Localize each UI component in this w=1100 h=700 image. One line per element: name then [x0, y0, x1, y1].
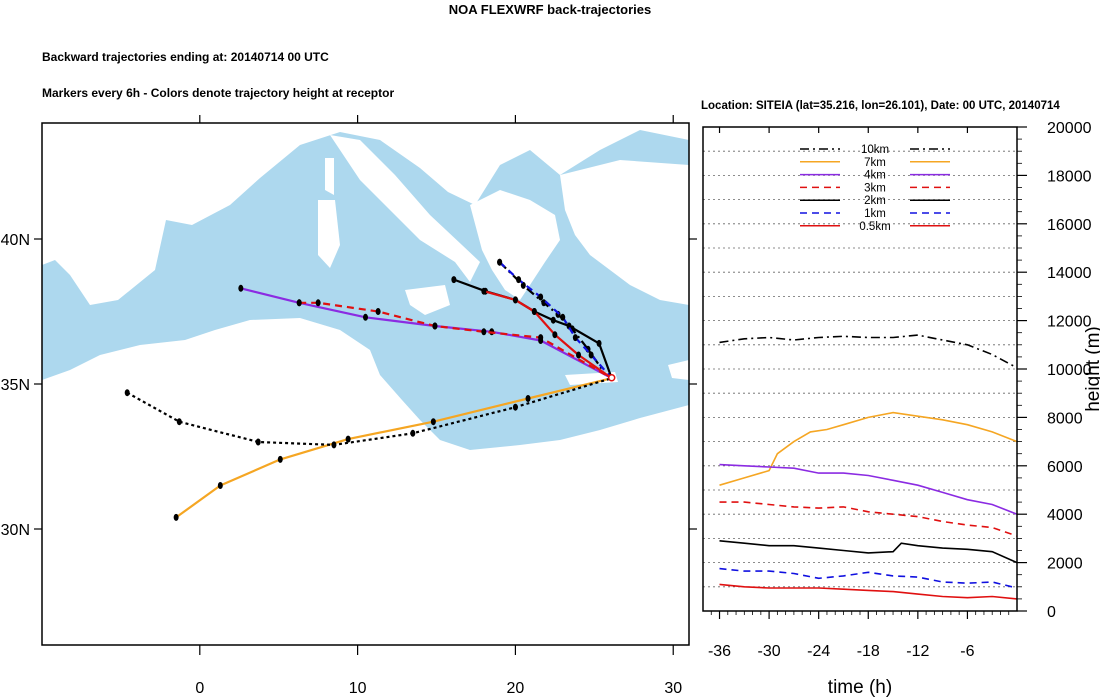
trajectory-marker: [238, 284, 244, 292]
marker-note-subtitle: Markers every 6h - Colors denote traject…: [42, 86, 395, 100]
trajectory-marker: [512, 296, 518, 304]
trajectory-0.5km: [483, 290, 613, 380]
sardinia-land: [318, 200, 340, 268]
y-tick-label: 20000: [1047, 120, 1092, 137]
corsica-land: [325, 158, 334, 195]
y-tick-label: 16000: [1047, 217, 1092, 234]
legend-label: 0.5km: [859, 221, 890, 233]
x-axis-label: time (h): [828, 677, 892, 698]
x-tick-label: -6: [960, 643, 974, 660]
trajectory-marker: [481, 287, 487, 295]
y-tick-label: 10000: [1047, 362, 1092, 379]
map-x-tick-label: 10: [349, 680, 367, 697]
balkans-land: [470, 190, 560, 300]
trajectory-marker: [217, 482, 223, 489]
trajectory-marker: [538, 334, 544, 342]
trajectory-end-subtitle: Backward trajectories ending at: 2014071…: [42, 50, 329, 64]
trajectory-marker: [560, 313, 566, 321]
trajectory-marker: [375, 308, 381, 315]
trajectory-marker: [588, 351, 594, 359]
trajectory-marker: [296, 299, 302, 307]
trajectory-marker: [176, 418, 182, 426]
legend-label: 4km: [864, 170, 886, 182]
x-tick-label: -24: [807, 643, 830, 660]
legend-label: 3km: [864, 182, 886, 194]
height-series-2km: [719, 540, 1018, 564]
trajectory-marker: [277, 455, 283, 463]
trajectory-marker: [525, 395, 531, 402]
trajectory-marker: [497, 258, 503, 266]
chart-title: NOA FLEXWRF back-trajectories: [448, 2, 652, 17]
map-x-tick-label: 20: [507, 680, 525, 697]
trajectory-marker: [255, 438, 261, 446]
location-label: Location: SITEIA (lat=35.216, lon=26.101…: [701, 100, 1060, 112]
trajectory-marker: [410, 429, 416, 437]
trajectory-marker: [481, 328, 487, 336]
trajectory-marker: [331, 441, 337, 449]
y-tick-label: 2000: [1047, 556, 1083, 573]
trajectory-marker: [363, 313, 368, 321]
turkey-land: [560, 160, 689, 305]
trajectory-marker: [541, 299, 547, 307]
trajectory-marker: [538, 293, 544, 301]
height-series-1km: [719, 567, 1018, 589]
x-tick-label: -30: [758, 643, 781, 660]
receptor-marker: [607, 373, 616, 382]
y-tick-label: 18000: [1047, 168, 1092, 185]
europe-land: [42, 123, 689, 305]
x-tick-label: -36: [708, 643, 731, 660]
trajectory-marker: [531, 308, 537, 315]
trajectory-marker: [451, 276, 457, 284]
x-tick-label: -18: [857, 643, 880, 660]
y-axis-label: height (m): [1083, 326, 1100, 412]
height-series-7km: [719, 411, 1018, 486]
cyprus-land: [668, 360, 689, 380]
land-group: [42, 123, 689, 645]
legend-label: 1km: [864, 208, 886, 220]
africa-land: [42, 318, 689, 645]
trajectory-marker: [550, 316, 556, 324]
map-x-tick-label: 0: [195, 680, 204, 697]
trajectory-marker: [552, 331, 558, 339]
trajectory-marker: [315, 299, 321, 307]
map-y-tick-label: 40N: [1, 232, 30, 249]
trajectory-marker: [124, 389, 130, 397]
trajectory-marker: [345, 435, 351, 443]
map-y-tick-label: 30N: [1, 522, 30, 539]
x-tick-label: -12: [906, 643, 929, 660]
trajectory-marker: [430, 418, 436, 426]
y-tick-label: 6000: [1047, 459, 1083, 476]
legend-label: 2km: [864, 195, 886, 207]
map-x-tick-label: 30: [664, 680, 682, 697]
trajectory-marker: [173, 513, 179, 521]
height-series-0.5km: [719, 583, 1018, 600]
legend-label: 10km: [861, 144, 889, 156]
y-tick-label: 0: [1047, 604, 1056, 621]
map-y-tick-label: 35N: [1, 377, 30, 394]
y-tick-label: 4000: [1047, 507, 1083, 524]
trajectory-marker: [576, 351, 582, 359]
y-tick-label: 12000: [1047, 314, 1092, 331]
height-series-4km: [719, 463, 1018, 515]
trajectory-marker: [572, 334, 578, 342]
height-series-10km: [719, 334, 1018, 369]
trajectory-marker: [512, 403, 518, 411]
sicily-land: [405, 285, 450, 315]
legend-label: 7km: [864, 157, 886, 169]
trajectory-marker: [516, 276, 522, 284]
trajectory-marker: [432, 322, 438, 330]
y-tick-label: 14000: [1047, 265, 1092, 282]
y-tick-label: 8000: [1047, 410, 1083, 427]
trajectory-marker: [596, 339, 602, 347]
italy-land: [330, 135, 480, 282]
height-series-3km: [719, 501, 1018, 537]
